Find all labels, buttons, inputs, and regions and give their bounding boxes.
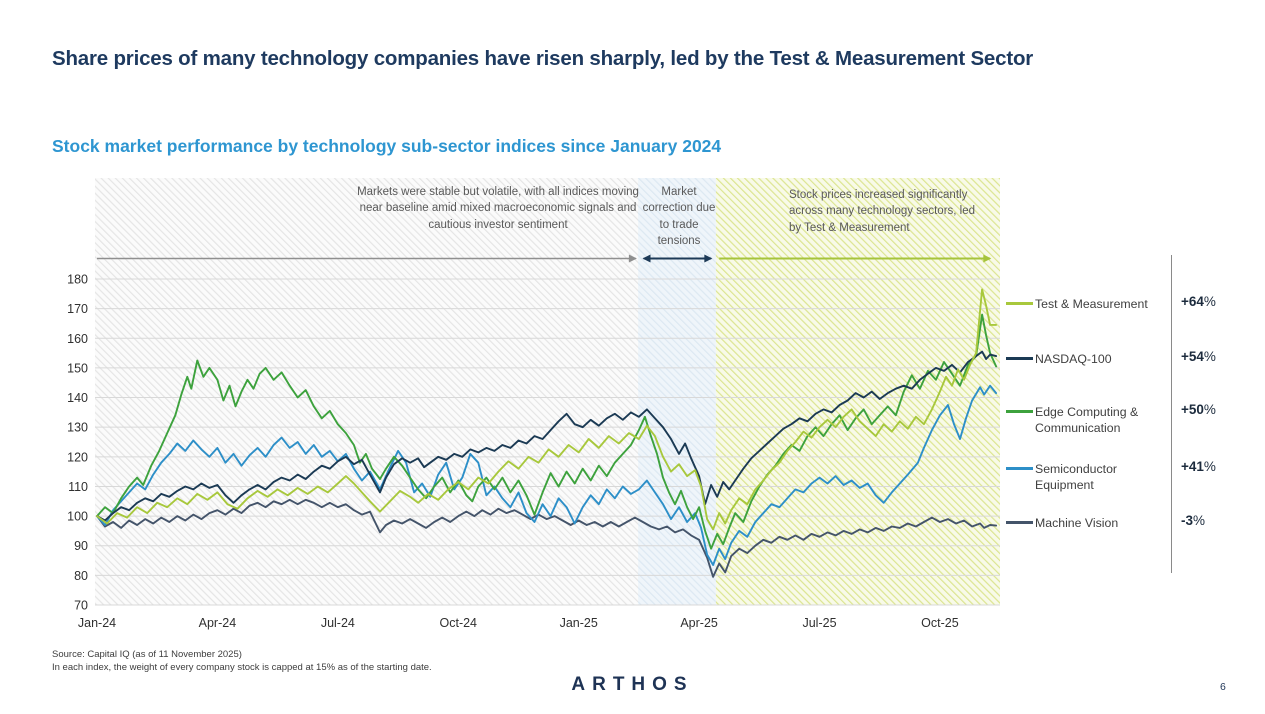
series-line-ec bbox=[96, 313, 998, 550]
legend-label: NASDAQ-100 bbox=[1035, 352, 1112, 366]
arthos-logo: ARTHOS bbox=[571, 674, 694, 695]
legend-item-tm: Test & Measurement +64% bbox=[1006, 294, 1246, 312]
legend-swatch-tm bbox=[1006, 302, 1033, 305]
footnote-source: Source: Capital IQ (as of 11 November 20… bbox=[52, 649, 242, 660]
series-line-nq bbox=[96, 350, 998, 522]
x-axis-tick: Jul-25 bbox=[802, 616, 836, 630]
series-line-se bbox=[96, 384, 998, 566]
legend-label: Semiconductor Equipment bbox=[1035, 462, 1118, 493]
legend-performance-value: +54% bbox=[1181, 349, 1216, 364]
legend-swatch-mv bbox=[1006, 521, 1033, 524]
region-stable-volatile bbox=[95, 178, 639, 605]
y-axis-tick: 130 bbox=[67, 421, 88, 435]
annotation-stable-period: Markets were stable but volatile, with a… bbox=[357, 186, 639, 231]
y-axis-tick: 180 bbox=[67, 272, 88, 286]
annotation-market-correction: Market correction due to trade tensions bbox=[642, 186, 716, 247]
legend-performance-value: +64% bbox=[1181, 294, 1216, 309]
legend-label: Test & Measurement bbox=[1035, 297, 1148, 311]
x-axis-tick: Apr-24 bbox=[199, 616, 237, 630]
y-axis-tick: 120 bbox=[67, 450, 88, 464]
legend-swatch-se bbox=[1006, 467, 1033, 470]
legend-performance-value: +50% bbox=[1181, 402, 1216, 417]
y-axis-tick: 100 bbox=[67, 510, 88, 524]
legend-divider-line bbox=[1171, 255, 1172, 573]
legend-item-se: Semiconductor Equipment +41% bbox=[1006, 459, 1246, 494]
legend-label: Edge Computing & Communication bbox=[1035, 405, 1139, 436]
y-axis-tick: 80 bbox=[74, 569, 88, 583]
x-axis-tick: Jan-25 bbox=[560, 616, 598, 630]
y-axis-tick: 150 bbox=[67, 361, 88, 375]
annotation-rally-period: Stock prices increased significantly acr… bbox=[789, 189, 976, 234]
page-number: 6 bbox=[1220, 681, 1226, 693]
slide-title: Share prices of many technology companie… bbox=[52, 47, 1034, 70]
series-line-tm bbox=[96, 288, 998, 531]
legend-label: Machine Vision bbox=[1035, 516, 1119, 530]
legend-swatch-ec bbox=[1006, 410, 1033, 413]
chart-title: Stock market performance by technology s… bbox=[52, 136, 722, 156]
legend-swatch-nq bbox=[1006, 357, 1033, 360]
region-rally bbox=[715, 178, 1000, 605]
y-axis-tick: 160 bbox=[67, 332, 88, 346]
footnote-methodology: In each index, the weight of every compa… bbox=[52, 662, 432, 673]
legend-item-mv: Machine Vision -3% bbox=[1006, 513, 1246, 531]
y-axis-tick: 70 bbox=[74, 599, 88, 613]
y-axis-tick: 110 bbox=[68, 480, 88, 494]
series-line-mv bbox=[96, 498, 998, 578]
x-axis-tick: Apr-25 bbox=[680, 616, 718, 630]
x-axis-tick: Oct-25 bbox=[921, 616, 959, 630]
x-axis-tick: Oct-24 bbox=[440, 616, 478, 630]
legend-performance-value: -3% bbox=[1181, 513, 1206, 528]
legend-item-nq: NASDAQ-100 +54% bbox=[1006, 349, 1246, 367]
y-axis-tick: 170 bbox=[67, 302, 88, 316]
x-axis-tick: Jan-24 bbox=[78, 616, 116, 630]
legend-performance-value: +41% bbox=[1181, 459, 1216, 474]
y-axis-tick: 140 bbox=[67, 391, 88, 405]
legend-item-ec: Edge Computing & Communication +50% bbox=[1006, 402, 1246, 437]
x-axis-tick: Jul-24 bbox=[321, 616, 355, 630]
y-axis-tick: 90 bbox=[74, 539, 88, 553]
